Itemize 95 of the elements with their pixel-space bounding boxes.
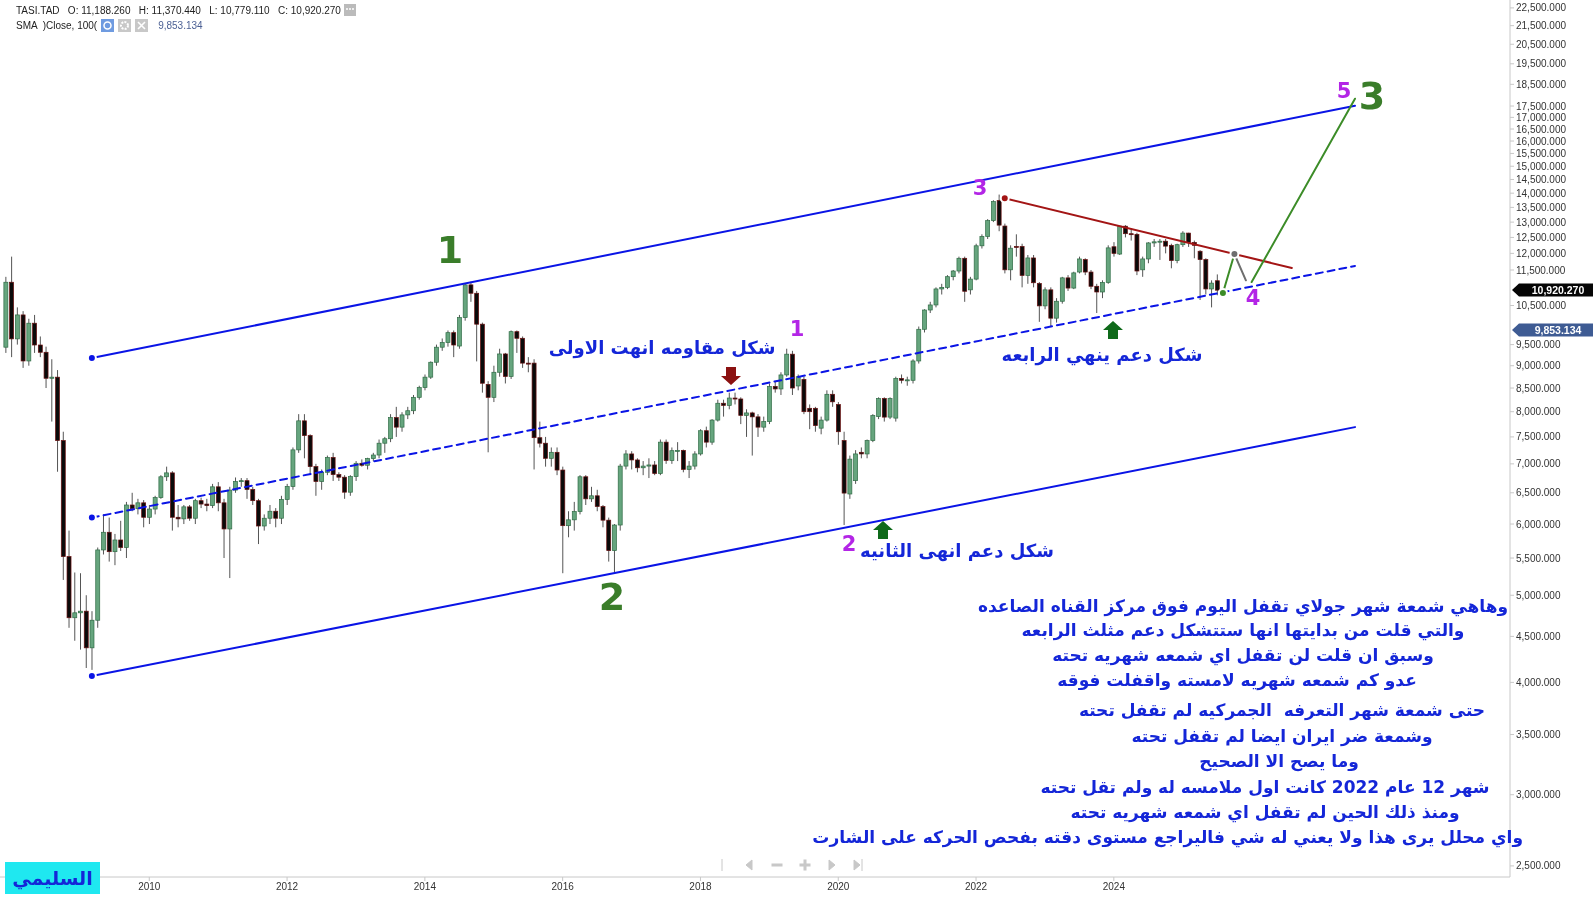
candlestick	[744, 408, 749, 438]
annotation: والتي قلت من بدايتها انها ستتشكل دعم مثلث الرابعه	[1021, 620, 1465, 640]
y-tick-label: 7,500.000	[1516, 431, 1561, 443]
y-tick-label: 4,500.000	[1516, 630, 1561, 642]
y-tick-label: 17,000.000	[1516, 111, 1567, 123]
candlestick	[118, 520, 124, 552]
x-tick-label: 2018	[689, 881, 713, 893]
y-tick-label: 5,000.000	[1516, 589, 1561, 601]
y-tick-label: 18,500.000	[1516, 78, 1567, 90]
x-tick-label: 2014	[413, 881, 437, 893]
annotation: وما يصح الا الصحيح	[1198, 751, 1360, 771]
text: 10,920.270	[1531, 284, 1585, 296]
y-tick-label: 16,000.000	[1516, 135, 1567, 147]
y-tick-label: 17,500.000	[1516, 100, 1567, 112]
annotation: 1	[436, 228, 464, 273]
candlestick	[393, 406, 399, 438]
annotation: شهر 12 عام 2022 كانت اول ملامسه له ولم تقل تحته	[1040, 777, 1490, 797]
candlestick	[210, 483, 215, 509]
y-tick-label: 16,500.000	[1516, 123, 1567, 135]
y-tick-label: 12,000.000	[1516, 247, 1567, 259]
y-tick-label: 3,000.000	[1516, 789, 1561, 801]
y-tick-label: 12,500.000	[1516, 231, 1567, 243]
y-tick-label: 6,000.000	[1516, 518, 1561, 530]
y-tick-label: 6,500.000	[1516, 487, 1561, 499]
y-tick-label: 15,000.000	[1516, 160, 1567, 172]
annotation: شكل مقاومه انهت الاولى	[548, 337, 776, 360]
x-tick-label: 2024	[1102, 881, 1126, 893]
candlestick	[181, 504, 187, 525]
candlestick	[192, 498, 198, 525]
y-tick-label: 22,500.000	[1516, 2, 1567, 14]
candlestick	[1214, 273, 1220, 296]
y-tick-label: 15,500.000	[1516, 147, 1567, 159]
candlestick	[1209, 279, 1214, 308]
annotation: 4	[1245, 286, 1261, 311]
x-tick-label: 2016	[551, 881, 575, 893]
text: 9,853.134	[1534, 324, 1582, 336]
annotation: 3	[1358, 74, 1386, 119]
annotation: 5	[1336, 79, 1352, 104]
candlestick	[1036, 281, 1042, 323]
y-tick-label: 9,000.000	[1516, 360, 1561, 372]
candlestick	[1042, 286, 1048, 310]
y-tick-label: 19,500.000	[1516, 58, 1567, 70]
candlestick	[49, 358, 55, 423]
y-tick-label: 3,500.000	[1516, 729, 1561, 741]
candlestick	[485, 380, 491, 453]
candlestick	[583, 474, 589, 506]
candlestick	[106, 517, 112, 563]
y-tick-label: 21,500.000	[1516, 20, 1567, 32]
candlestick	[1025, 254, 1031, 285]
annotation: واي محلل يرى هذا ولا يعني له شي فاليراجع مستوى دقته بفحص الحركه على الشارت	[812, 827, 1523, 847]
y-tick-label: 20,500.000	[1516, 38, 1567, 50]
annotation: السليمي	[5, 862, 100, 894]
annotation: ومنذ ذلك الحين لم تقفل اي شمعه شهريه تحته	[1069, 802, 1461, 822]
candlestick	[1008, 244, 1013, 281]
annotation: حتى شمعة شهر التعرفه الجمركيه لم تقفل تحته	[1077, 700, 1487, 720]
candlestick	[273, 507, 279, 528]
x-tick-label: 2020	[827, 881, 850, 893]
candlestick	[1111, 241, 1117, 258]
annotation: SMA )Close, 100(	[16, 20, 98, 31]
candlestick	[881, 396, 887, 423]
y-tick-label: 13,000.000	[1516, 216, 1567, 228]
candlestick	[703, 426, 709, 448]
annotation: وشمعة ضر ايران ايضا لم تقفل تحته	[1131, 726, 1433, 746]
y-tick-label: 4,000.000	[1516, 676, 1561, 688]
annotation: عدو كم شمعه شهريه لامسته واقفلت فوقه	[1057, 670, 1417, 690]
annotation: TASI.TAD O: 11,188.260 H: 11,370.440 L: 10,779.110 C: 10,920.270	[16, 4, 341, 16]
y-tick-label: 10,500.000	[1516, 300, 1567, 312]
candlestick	[15, 306, 20, 346]
y-tick-label: 8,000.000	[1516, 406, 1561, 418]
candlestick	[112, 533, 118, 566]
annotation: شكل دعم انهى الثانيه	[860, 540, 1054, 563]
y-tick-label: 5,500.000	[1516, 552, 1561, 564]
annotation: 9,853.134	[158, 20, 203, 31]
annotation: 2	[841, 532, 857, 557]
y-tick-label: 7,000.000	[1516, 458, 1561, 470]
x-tick-label: 2012	[275, 881, 299, 893]
annotation: 2	[598, 575, 626, 620]
y-tick-label: 2,500.000	[1516, 860, 1561, 872]
y-tick-label: 14,000.000	[1516, 187, 1567, 199]
candlestick	[503, 352, 508, 384]
candlestick	[451, 329, 457, 358]
y-tick-label: 13,500.000	[1516, 201, 1567, 213]
x-tick-label: 2022	[964, 881, 988, 893]
y-tick-label: 9,500.000	[1516, 339, 1561, 351]
annotation: 1	[789, 317, 805, 342]
candlestick	[548, 446, 554, 468]
annotation: شكل دعم ينهي الرابعه	[1001, 344, 1203, 367]
annotation: 3	[972, 176, 988, 201]
y-tick-label: 8,500.000	[1516, 382, 1561, 394]
y-tick-label: 14,500.000	[1516, 174, 1567, 186]
annotation: وسبق ان قلت لن تقفل اي شمعه شهريه تحته	[1051, 645, 1435, 665]
x-tick-label: 2010	[138, 881, 161, 893]
annotation: وهاهي شمعة شهر جولاي تقفل اليوم فوق مركز القناه الصاعده	[977, 596, 1509, 616]
candlestick	[663, 439, 669, 465]
y-tick-label: 11,500.000	[1516, 264, 1566, 276]
